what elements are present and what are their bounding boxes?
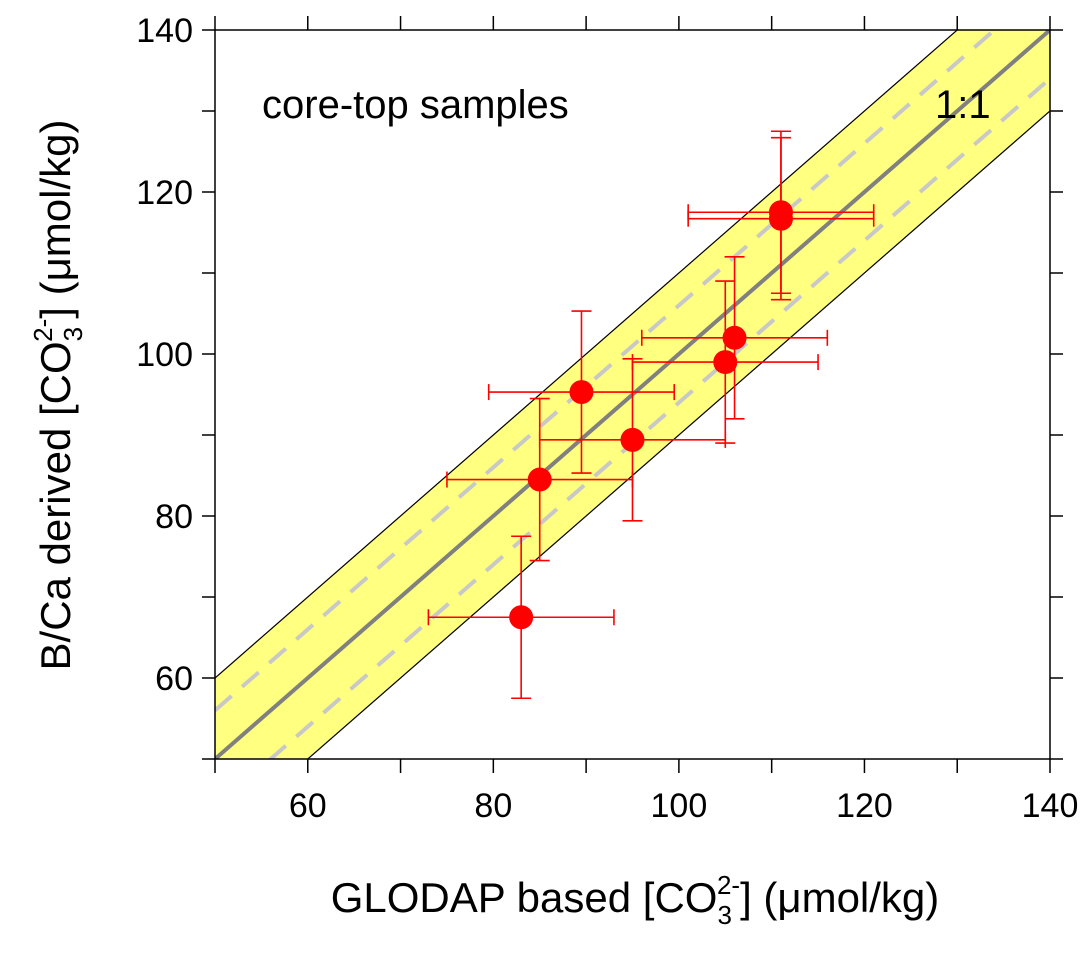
- point: [527, 467, 552, 492]
- label-part: ] (μmol/kg): [740, 874, 939, 921]
- overlay: 60 80 100 120 140 60 80 100 120 140: [136, 12, 1078, 825]
- x-axis-label: GLODAP based [CO32-] (μmol/kg): [331, 870, 940, 930]
- y-tick-label: 60: [155, 660, 193, 698]
- label-part: B/Ca derived [CO: [32, 341, 79, 670]
- annotation: core-top samples: [262, 83, 569, 127]
- plot-frame: [214, 29, 1051, 760]
- x-tick-label: 80: [474, 787, 512, 825]
- x-tick-label: 100: [651, 787, 708, 825]
- label-part: ] (μmol/kg): [32, 120, 79, 319]
- point: [569, 380, 594, 405]
- point: [768, 206, 793, 231]
- y-tick-label: 140: [136, 12, 193, 50]
- y-tick-label: 100: [136, 336, 193, 374]
- x-tick-label: 140: [1022, 787, 1079, 825]
- point: [620, 427, 645, 452]
- x-tick-label: 120: [836, 787, 893, 825]
- y-axis-label: B/Ca derived [CO32-] (μmol/kg): [28, 120, 88, 671]
- band-edge: [215, 30, 959, 679]
- label-part: GLODAP based [CO: [331, 874, 718, 921]
- point: [509, 605, 534, 630]
- point: [722, 325, 747, 350]
- label-part: 3: [58, 327, 88, 341]
- label-part: 2-: [717, 870, 740, 900]
- x-tick-label: 60: [289, 787, 327, 825]
- annotation: 1:1: [935, 83, 991, 127]
- point: [713, 350, 738, 375]
- label-part: 3: [717, 900, 731, 930]
- dashed-line: [215, 30, 998, 712]
- y-tick-label: 80: [155, 498, 193, 536]
- label-part: 2-: [28, 319, 58, 342]
- y-tick-label: 120: [136, 174, 193, 212]
